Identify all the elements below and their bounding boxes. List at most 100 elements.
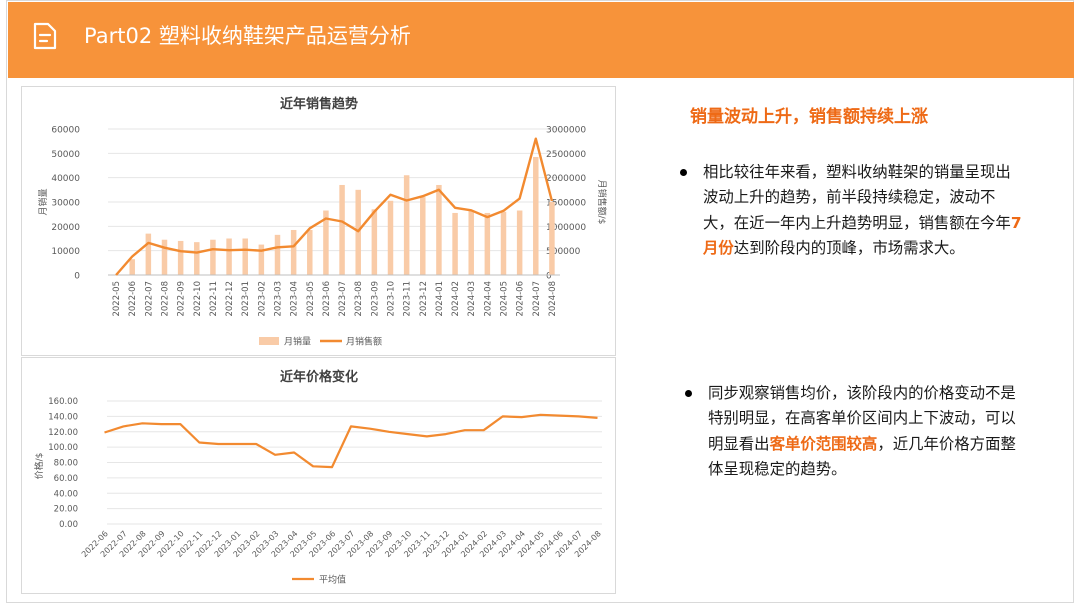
legend-label: 平均值 [319, 574, 346, 586]
y-tick-label-left: 60000 [51, 126, 80, 136]
bullet-text: 相比较往年来看，塑料收纳鞋架的销量呈现出波动上升的趋势，前半段持续稳定，波动不大… [703, 160, 1023, 261]
bar-monthly-volume [452, 212, 458, 275]
bar-monthly-volume [484, 212, 491, 275]
x-tick-label: 2024-01 [435, 281, 445, 317]
chart-title: 近年销售趋势 [280, 96, 358, 112]
line-monthly-sales [115, 137, 554, 276]
y-tick-label-left: 50000 [51, 150, 80, 160]
y-tick-label: 60.00 [54, 474, 78, 484]
y-axis-label: 价格/$ [33, 453, 45, 480]
x-tick-label: 2023-06 [322, 281, 332, 317]
y-tick-label-right: 3000000 [546, 126, 586, 136]
x-tick-label: 2023-08 [354, 281, 364, 317]
x-tick-label: 2023-09 [370, 281, 380, 317]
x-tick-label: 2024-04 [483, 281, 493, 317]
y-tick-label-right: 500000 [546, 247, 581, 257]
legend-label: 月销量 [284, 336, 311, 348]
bar-monthly-volume [258, 244, 265, 275]
bar-monthly-volume [403, 175, 410, 275]
price-chart-panel: 近年价格变化 0.00 20.00 40.00 60.00 80.00 100.00 120.… [21, 357, 616, 594]
x-tick-label: 2024-02 [451, 281, 461, 317]
x-tick-label: 2023-04 [290, 281, 300, 317]
y-tick-label: 140.00 [48, 412, 78, 422]
slide-frame [6, 0, 1074, 603]
y-tick-label: 20.00 [54, 505, 78, 515]
y-tick-label-left: 20000 [51, 223, 80, 233]
bar-monthly-volume [226, 238, 232, 275]
highlight-text: 7月份 [703, 213, 1022, 257]
y-tick-label: 80.00 [54, 459, 78, 469]
y-tick-label: 160.00 [48, 397, 78, 407]
bullet-dot [680, 169, 687, 176]
legend-swatch-bar [259, 337, 279, 345]
x-tick-label: 2024-07 [532, 281, 542, 317]
y-tick-label-right: 2500000 [546, 150, 586, 160]
y-tick-label: 0.00 [59, 520, 78, 530]
bar-monthly-volume [307, 229, 313, 275]
document-icon [33, 22, 57, 50]
x-tick-label: 2022-07 [144, 281, 154, 317]
price-chart: 近年价格变化 0.00 20.00 40.00 60.00 80.00 100.00 120.… [33, 369, 603, 586]
y-axis-label-right: 月销售额/$ [596, 180, 608, 225]
bullet-text-part: 同步观察销售均价，该阶段内的价格变动不是特别明显，在高客单价区间内上下波动，可以… [708, 384, 1016, 453]
y-tick-label-left: 10000 [51, 247, 80, 257]
bar-monthly-volume [468, 210, 474, 275]
x-tick-label: 2023-12 [419, 281, 429, 317]
y-axis-label-left: 月销量 [37, 188, 49, 215]
y-tick-label: 40.00 [54, 489, 78, 499]
x-tick-label: 2024-08 [548, 281, 558, 317]
bar-monthly-volume [533, 156, 539, 275]
insight-bullet-1: 相比较往年来看，塑料收纳鞋架的销量呈现出波动上升的趋势，前半段持续稳定，波动不大… [680, 160, 1025, 280]
bar-monthly-volume [549, 202, 555, 275]
sales-chart-panel: 近年销售趋势 0 10000 20000 30000 40000 50000 60000 0 50… [21, 86, 616, 356]
bullet-text: 同步观察销售均价，该阶段内的价格变动不是特别明显，在高客单价区间内上下波动，可以… [708, 381, 1024, 482]
x-tick-label: 2022-06 [128, 281, 138, 317]
bar-monthly-volume [436, 184, 442, 275]
y-tick-label-right: 2000000 [546, 174, 586, 184]
x-tick-label: 2024-03 [467, 281, 477, 317]
y-tick-label-right: 0 [546, 272, 552, 282]
bar-monthly-volume [339, 184, 345, 275]
page-title: Part02 塑料收纳鞋架产品运营分析 [84, 24, 411, 48]
bar-monthly-volume [290, 229, 297, 275]
bar-monthly-volume [274, 234, 281, 275]
x-tick-label: 2022-09 [177, 281, 187, 317]
bar-monthly-volume [387, 200, 394, 275]
x-tick-label: 2022-05 [112, 281, 122, 317]
x-tick-label: 2022-10 [193, 281, 203, 317]
y-tick-label: 120.00 [48, 428, 78, 438]
bar-monthly-volume [500, 211, 507, 275]
bullet-dot [685, 390, 692, 397]
bar-monthly-volume [177, 240, 184, 275]
chart-title: 近年价格变化 [280, 369, 358, 385]
y-tick-label-left: 0 [74, 272, 80, 282]
insight-heading: 销量波动上升，销售额持续上涨 [690, 107, 928, 127]
bar-monthly-volume [371, 209, 378, 275]
bullet-text-part: 相比较往年来看，塑料收纳鞋架的销量呈现出波动上升的趋势，前半段持续稳定，波动不大… [703, 163, 1011, 232]
x-tick-label: 2023-02 [257, 281, 267, 317]
highlight-text: 客单价范围较高 [769, 434, 878, 453]
bar-monthly-volume [145, 233, 152, 275]
y-tick-label: 100.00 [48, 443, 78, 453]
bullet-text-part: 达到阶段内的顶峰，市场需求大。 [733, 238, 965, 257]
legend-label: 月销售额 [346, 336, 382, 348]
x-tick-label: 2023-07 [338, 281, 348, 317]
line-average-price [104, 413, 598, 469]
bar-monthly-volume [420, 197, 426, 275]
bar-monthly-volume [161, 239, 168, 275]
x-tick-label: 2023-11 [403, 281, 413, 317]
x-tick-label: 2023-05 [306, 281, 316, 317]
bar-monthly-volume [210, 239, 216, 275]
x-tick-label: 2022-08 [161, 281, 171, 317]
bar-monthly-volume [323, 210, 329, 275]
x-tick-label: 2024-06 [516, 281, 526, 317]
sales-chart: 近年销售趋势 0 10000 20000 30000 40000 50000 60000 0 50… [37, 96, 608, 348]
bar-monthly-volume [516, 210, 523, 275]
x-tick-label: 2022-11 [209, 281, 219, 317]
bar-monthly-volume [355, 189, 361, 275]
y-tick-label-right: 1500000 [546, 199, 586, 209]
bar-monthly-volume [242, 238, 248, 275]
y-tick-label-right: 1000000 [546, 223, 586, 233]
bar-monthly-volume [194, 242, 200, 275]
y-tick-label-left: 40000 [51, 174, 80, 184]
